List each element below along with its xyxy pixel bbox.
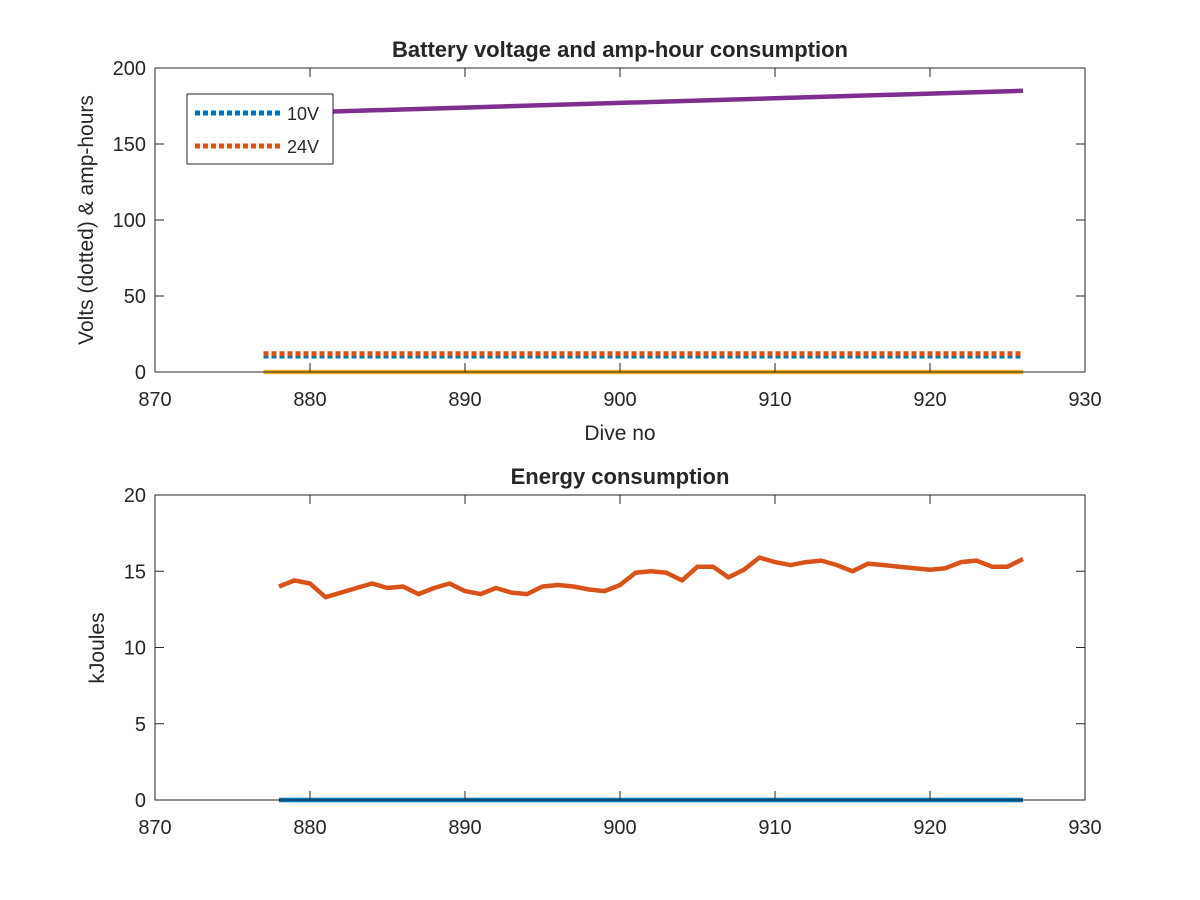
y-tick-label: 200 <box>113 58 146 80</box>
energy-chart-plot-area <box>155 495 1085 800</box>
energy-chart-title: Energy consumption <box>511 464 730 489</box>
y-tick-label: 15 <box>124 561 146 583</box>
x-tick-label: 930 <box>1068 389 1101 411</box>
x-tick-label: 870 <box>138 389 171 411</box>
voltage-chart-legend: 10V 24V <box>186 93 334 165</box>
x-tick-label: 870 <box>138 817 171 839</box>
energy-series-line-1 <box>278 555 1025 600</box>
legend-box <box>186 93 334 165</box>
x-tick-label: 930 <box>1068 817 1101 839</box>
x-tick-label: 910 <box>758 389 791 411</box>
energy-chart-ylabel: kJoules <box>86 612 109 683</box>
voltage-series-line-3 <box>263 88 1024 116</box>
y-tick-label: 20 <box>124 485 146 507</box>
x-tick-label: 890 <box>448 817 481 839</box>
voltage-chart-xlabel: Dive no <box>584 422 655 445</box>
x-tick-label: 880 <box>293 389 326 411</box>
y-tick-label: 50 <box>124 286 146 308</box>
x-tick-label: 890 <box>448 389 481 411</box>
y-tick-label: 10 <box>124 638 146 660</box>
y-tick-label: 100 <box>113 210 146 232</box>
legend-10v-label: 10V <box>287 104 319 124</box>
voltage-chart-ylabel: Volts (dotted) & amp-hours <box>75 95 98 345</box>
y-tick-label: 150 <box>113 134 146 156</box>
x-tick-label: 880 <box>293 817 326 839</box>
energy-chart: 870 880 890 900 910 920 930 0 5 10 15 20 Energy con… <box>86 464 1102 839</box>
y-tick-label: 0 <box>135 790 146 812</box>
x-tick-label: 900 <box>603 817 636 839</box>
x-tick-label: 920 <box>913 389 946 411</box>
voltage-chart-title: Battery voltage and amp-hour consumption <box>392 37 848 62</box>
x-tick-label: 910 <box>758 817 791 839</box>
y-tick-label: 0 <box>135 362 146 384</box>
x-tick-label: 900 <box>603 389 636 411</box>
y-tick-label: 5 <box>135 714 146 736</box>
legend-24v-label: 24V <box>287 137 319 157</box>
voltage-chart: 870 880 890 900 910 920 930 0 50 100 150 200 Batter… <box>75 37 1102 445</box>
x-tick-label: 920 <box>913 817 946 839</box>
